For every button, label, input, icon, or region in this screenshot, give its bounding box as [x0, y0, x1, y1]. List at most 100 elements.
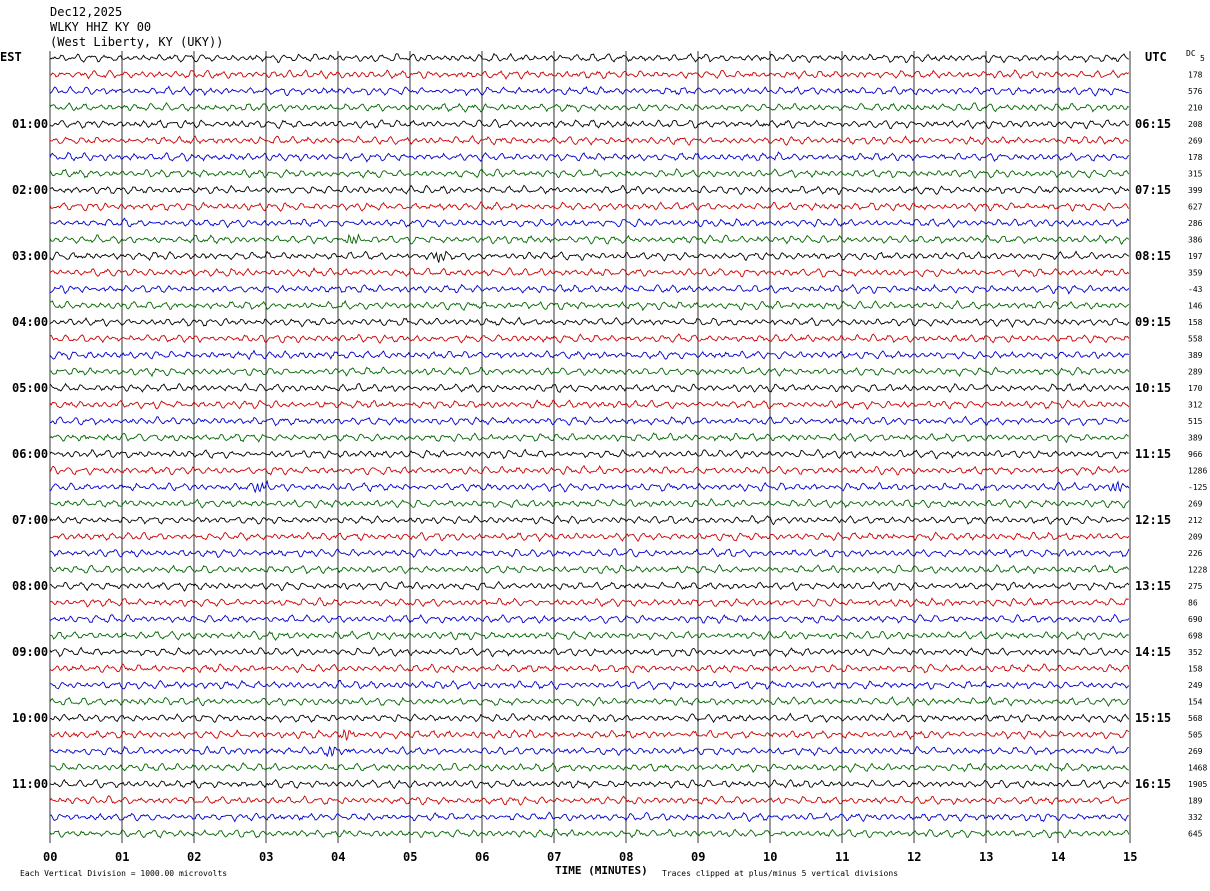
dc-offset-label: 389: [1188, 434, 1203, 443]
seismic-trace: [49, 333, 1130, 344]
seismic-trace: [49, 101, 1129, 113]
dc-offset-label: 505: [1188, 731, 1203, 740]
seismic-trace: [49, 267, 1130, 278]
dc-offset-label: 86: [1188, 599, 1198, 608]
seismic-trace: [49, 695, 1130, 707]
utc-hour-label: 10:15: [1135, 381, 1171, 395]
x-tick-label: 07: [547, 850, 561, 864]
dc-offset-label: 515: [1188, 417, 1203, 426]
seismic-trace: [49, 712, 1130, 724]
dc-offset-label: 269: [1188, 500, 1203, 509]
x-tick-label: 02: [187, 850, 201, 864]
x-axis-label: TIME (MINUTES): [555, 864, 648, 877]
seismic-trace: [49, 728, 1130, 742]
dc-offset-label: 286: [1188, 219, 1203, 228]
seismic-trace: [49, 283, 1130, 295]
seismic-trace: [49, 679, 1130, 691]
x-tick-label: 12: [907, 850, 921, 864]
seismic-trace: [49, 531, 1130, 543]
utc-hour-label: 07:15: [1135, 183, 1171, 197]
seismic-trace: [49, 646, 1130, 658]
utc-hour-label: 16:15: [1135, 777, 1171, 791]
x-tick-label: 08: [619, 850, 633, 864]
dc-offset-labels: 5 178 576 210 208 269 178 315 399 627 286 386 197 359…: [1188, 54, 1207, 839]
seismic-trace: [49, 663, 1130, 674]
seismic-trace: [49, 547, 1130, 559]
dc-offset-label: 178: [1188, 153, 1203, 162]
seismic-trace: [49, 184, 1130, 196]
utc-hour-label: 14:15: [1135, 645, 1171, 659]
seismic-trace: [49, 250, 1130, 263]
dc-offset-label: 359: [1188, 269, 1203, 278]
seismic-trace: [49, 795, 1129, 806]
dc-offset-label: 154: [1188, 698, 1203, 707]
dc-offset-label: 210: [1188, 104, 1203, 113]
dc-offset-label: 645: [1188, 830, 1203, 839]
x-tick-label: 13: [979, 850, 993, 864]
dc-offset-label: 568: [1188, 714, 1203, 723]
right-hour-labels: 06:15 07:15 08:15 09:15 10:15 11:15 12:15 13:15…: [1135, 117, 1171, 791]
footer-scale: Each Vertical Division = 1000.00 microvo…: [20, 869, 227, 878]
seismic-trace: [49, 464, 1130, 476]
dc-offset-label: 209: [1188, 533, 1203, 542]
seismic-trace: [49, 828, 1130, 839]
seismic-trace: [49, 811, 1129, 823]
utc-hour-label: 09:15: [1135, 315, 1171, 329]
seismic-trace: [49, 85, 1130, 97]
x-tick-label: 14: [1051, 850, 1065, 864]
dc-offset-label: 146: [1188, 302, 1203, 311]
dc-offset-label: 1905: [1188, 780, 1207, 789]
grid: [49, 51, 1131, 843]
dc-header: DC: [1186, 49, 1196, 58]
x-tick-label: 10: [763, 850, 777, 864]
dc-offset-label: 269: [1188, 747, 1203, 756]
utc-label: UTC: [1145, 50, 1167, 64]
seismic-trace: [49, 366, 1130, 378]
x-tick-label: 09: [691, 850, 705, 864]
dc-offset-label: 249: [1188, 681, 1203, 690]
dc-offset-label: 212: [1188, 516, 1203, 525]
seismic-trace: [49, 316, 1130, 328]
seismic-trace: [49, 201, 1130, 212]
dc-offset-label: 966: [1188, 450, 1203, 459]
seismic-trace: [49, 596, 1129, 608]
dc-offset-label: 558: [1188, 335, 1203, 344]
seismic-trace: [49, 349, 1130, 361]
x-tick-label: 06: [475, 850, 489, 864]
seismic-trace: [49, 432, 1129, 444]
left-hour-labels: 01:00 02:00 03:00 04:00 05:00 06:00 07:00 08:00…: [12, 117, 48, 791]
seismic-trace: [49, 168, 1130, 179]
seismic-trace: [49, 613, 1130, 625]
dc-offset-label: 352: [1188, 648, 1203, 657]
utc-hour-label: 11:15: [1135, 447, 1171, 461]
dc-offset-label: 386: [1188, 236, 1203, 245]
dc-offset-label: 389: [1188, 351, 1203, 360]
x-tick-label: 03: [259, 850, 273, 864]
dc-offset-label: 178: [1188, 71, 1203, 80]
dc-offset-label: 5: [1200, 54, 1205, 63]
est-hour-label: 06:00: [12, 447, 48, 461]
dc-offset-label: 690: [1188, 615, 1203, 624]
utc-hour-label: 13:15: [1135, 579, 1171, 593]
location-label: (West Liberty, KY (UKY)): [50, 35, 223, 49]
est-hour-label: 02:00: [12, 183, 48, 197]
seismic-trace: [49, 745, 1129, 758]
seismic-trace: [49, 134, 1129, 146]
dc-offset-label: 576: [1188, 87, 1203, 96]
dc-offset-label: 189: [1188, 797, 1203, 806]
seismic-trace: [49, 514, 1130, 526]
station-label: WLKY HHZ KY 00: [50, 20, 151, 34]
seismic-trace: [49, 762, 1129, 774]
dc-offset-label: 197: [1188, 252, 1203, 261]
seismic-trace: [49, 448, 1129, 460]
seismic-trace: [49, 233, 1130, 245]
dc-offset-label: 208: [1188, 120, 1203, 129]
seismic-trace: [49, 118, 1130, 130]
seismic-trace: [49, 498, 1130, 509]
dc-offset-label: 170: [1188, 384, 1203, 393]
dc-offset-label: -125: [1188, 483, 1207, 492]
seismic-trace: [49, 778, 1130, 790]
dc-offset-label: 158: [1188, 665, 1203, 674]
seismic-trace: [49, 151, 1130, 163]
